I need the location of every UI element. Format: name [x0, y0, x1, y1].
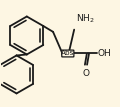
Text: NH$_2$: NH$_2$: [76, 13, 94, 25]
FancyBboxPatch shape: [62, 50, 74, 57]
Text: O: O: [82, 69, 90, 78]
Text: Abs: Abs: [61, 51, 75, 56]
Text: OH: OH: [98, 49, 111, 58]
